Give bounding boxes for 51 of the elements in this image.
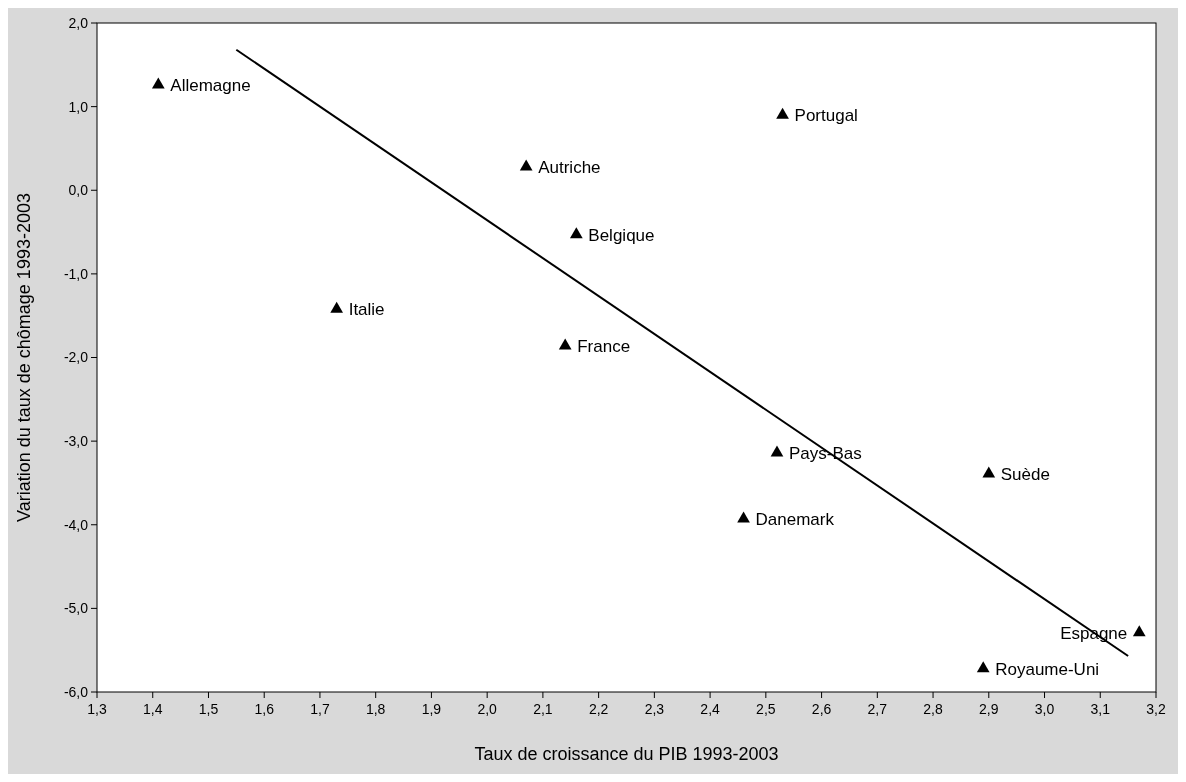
x-tick-label: 1,6 [254,701,275,717]
y-tick-label: -1,0 [63,265,89,282]
y-axis-title: Variation du taux de chômage 1993-2003 [14,193,34,522]
x-tick-label: 3,2 [1146,701,1166,717]
x-tick-label: 1,8 [365,701,386,717]
y-tick-label: 1,0 [68,98,89,115]
series-label: Allemagne [170,75,251,95]
series-label: Royaume-Uni [995,659,1100,679]
series-label: Italie [348,299,385,319]
point [330,301,344,313]
y-tick-label: 2,0 [68,14,89,31]
x-tick-label: 2,0 [477,701,498,717]
x-tick-label: 2,8 [923,701,943,717]
point [558,338,572,350]
x-axis-title: Taux de croissance du PIB 1993-2003 [474,744,779,764]
x-tick-label: 2,1 [533,701,553,717]
x-tick-label: 2,2 [588,701,609,717]
x-tick-label: 2,4 [700,701,721,717]
x-tick-label: 3,1 [1090,701,1111,717]
series-label: Portugal [794,105,858,125]
point [569,227,583,239]
x-tick-label: 1,4 [143,701,163,717]
series-label: Suède [1000,464,1050,484]
y-tick-label: -4,0 [63,516,89,533]
x-tick-label: 1,9 [421,701,442,717]
point [1132,625,1146,637]
x-tick-label: 2,3 [644,701,665,717]
y-tick-label: 0,0 [68,182,89,199]
x-tick-label: 2,6 [811,701,832,717]
point [770,445,784,457]
point [737,511,750,523]
series-label: Belgique [588,225,655,245]
x-tick-label: 1,3 [87,701,107,717]
x-tick-label: 1,5 [198,701,219,717]
series-label: France [577,336,631,356]
point [976,661,990,673]
series-label: Danemark [755,509,835,529]
x-tick-label: 2,5 [756,701,776,717]
x-tick-label: 1,7 [310,701,330,717]
y-tick-label: -2,0 [63,349,89,366]
y-tick-label: -3,0 [63,433,89,450]
point [519,159,533,171]
y-tick-label: -6,0 [63,683,89,700]
point [776,107,789,119]
x-tick-label: 2,7 [867,701,888,717]
point [151,77,165,89]
point [982,466,996,478]
y-tick-label: -5,0 [63,600,89,617]
series-label: Autriche [538,157,601,177]
x-tick-label: 3,0 [1034,701,1055,717]
x-tick-label: 2,9 [979,701,999,717]
